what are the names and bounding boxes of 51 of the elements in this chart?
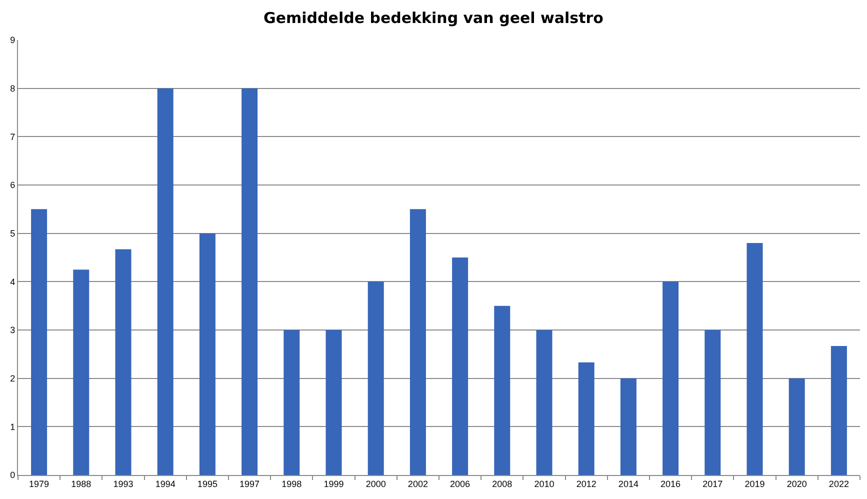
x-tick-label: 1998 <box>282 478 302 489</box>
bar <box>115 249 132 475</box>
bar <box>157 88 174 475</box>
bar <box>326 330 342 475</box>
x-tick-label: 2017 <box>702 478 723 489</box>
bar <box>494 306 510 475</box>
x-tick-label: 1988 <box>71 478 92 489</box>
x-tick-label: 1979 <box>29 478 50 489</box>
x-tick-label: 1993 <box>113 478 134 489</box>
bar <box>662 282 679 475</box>
y-tick-label: 2 <box>10 373 16 384</box>
y-tick-label: 5 <box>10 228 16 238</box>
x-tick-label: 2016 <box>660 478 681 489</box>
chart-title: Gemiddelde bedekking van geel walstro <box>264 8 604 27</box>
bar <box>452 258 468 475</box>
x-tick-label: 1999 <box>324 478 344 489</box>
x-tick-label: 2014 <box>618 478 638 489</box>
y-tick-label: 9 <box>10 35 16 46</box>
x-tick-label: 2010 <box>534 478 554 489</box>
bar <box>746 243 763 475</box>
x-tick-label: 2019 <box>744 478 765 489</box>
bar <box>242 88 258 475</box>
x-tick-label: 2022 <box>828 478 849 489</box>
bar <box>620 378 636 475</box>
x-tick-label: 2020 <box>786 478 807 489</box>
y-tick-label: 3 <box>10 325 16 336</box>
x-tick-label: 1997 <box>240 478 260 489</box>
bar <box>830 346 847 475</box>
x-tick-label: 2006 <box>450 478 470 489</box>
bar <box>704 330 721 475</box>
bar <box>73 270 90 475</box>
bar <box>410 209 426 475</box>
bar <box>536 330 552 475</box>
bar <box>284 330 300 475</box>
y-tick-label: 4 <box>10 276 16 287</box>
bar <box>31 209 48 475</box>
y-tick-label: 7 <box>10 132 16 142</box>
y-tick-label: 6 <box>10 180 16 190</box>
x-tick-label: 2008 <box>492 478 512 489</box>
x-tick-label: 2012 <box>576 478 596 489</box>
bar <box>788 378 805 475</box>
x-tick-label: 1994 <box>155 478 176 489</box>
x-tick-label: 2002 <box>408 478 428 489</box>
y-tick-label: 0 <box>10 470 16 480</box>
y-tick-label: 1 <box>10 422 16 432</box>
x-tick-label: 1995 <box>197 478 218 489</box>
bar <box>368 282 384 475</box>
bar <box>199 233 216 475</box>
bar <box>578 362 594 475</box>
x-tick-label: 2000 <box>366 478 386 489</box>
y-tick-label: 8 <box>10 83 16 94</box>
